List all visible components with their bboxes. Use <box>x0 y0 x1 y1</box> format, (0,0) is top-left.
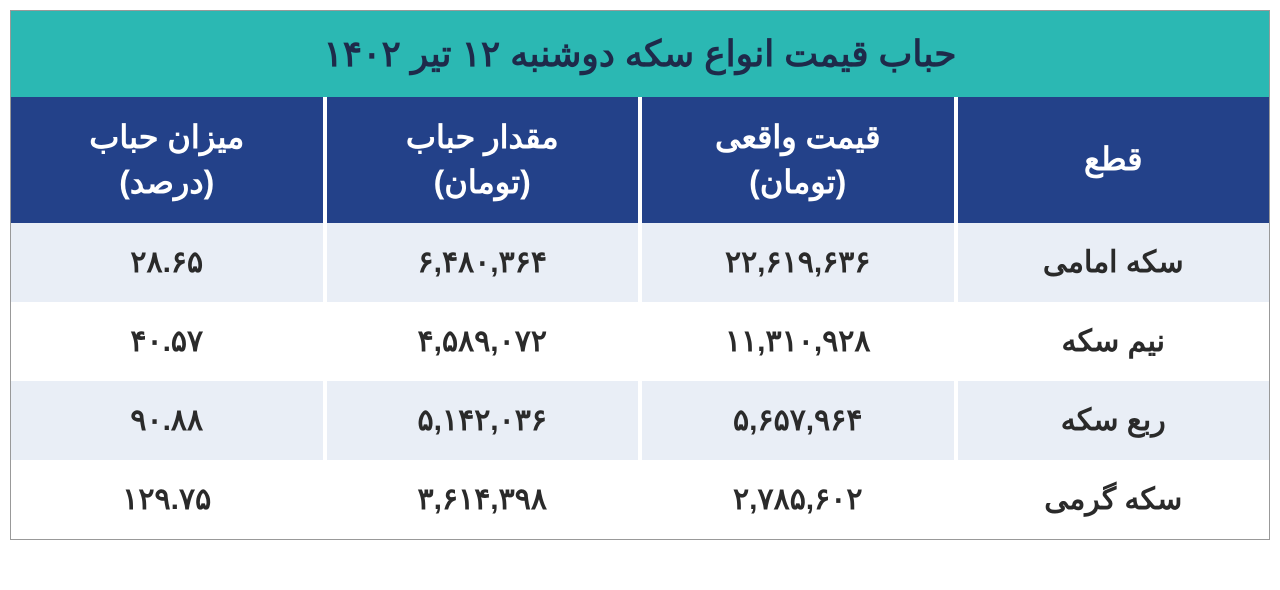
table-cell: ربع سکه <box>954 381 1270 460</box>
table-cell: ۵,۶۵۷,۹۶۴ <box>638 381 954 460</box>
table-title: حباب قیمت انواع سکه دوشنبه ۱۲ تیر ۱۴۰۲ <box>11 11 1269 97</box>
table-cell: ۹۰.۸۸ <box>11 381 323 460</box>
table-cell: ۲,۷۸۵,۶۰۲ <box>638 460 954 539</box>
table-cell: سکه گرمی <box>954 460 1270 539</box>
table-cell: ۲۲,۶۱۹,۶۳۶ <box>638 223 954 302</box>
table-cell: ۴۰.۵۷ <box>11 302 323 381</box>
table-cell: ۳,۶۱۴,۳۹۸ <box>323 460 639 539</box>
table-row: ۲۸.۶۵۶,۴۸۰,۳۶۴۲۲,۶۱۹,۶۳۶سکه امامی <box>11 223 1269 302</box>
table-body: ۲۸.۶۵۶,۴۸۰,۳۶۴۲۲,۶۱۹,۶۳۶سکه امامی۴۰.۵۷۴,… <box>11 223 1269 539</box>
table-cell: ۴,۵۸۹,۰۷۲ <box>323 302 639 381</box>
col-header-line2: (تومان) <box>749 164 846 200</box>
col-header-type: قطع <box>954 97 1270 223</box>
table-cell: ۲۸.۶۵ <box>11 223 323 302</box>
table-row: ۱۲۹.۷۵۳,۶۱۴,۳۹۸۲,۷۸۵,۶۰۲سکه گرمی <box>11 460 1269 539</box>
coin-bubble-table: حباب قیمت انواع سکه دوشنبه ۱۲ تیر ۱۴۰۲ م… <box>10 10 1270 540</box>
table-cell: ۱۱,۳۱۰,۹۲۸ <box>638 302 954 381</box>
table-cell: ۶,۴۸۰,۳۶۴ <box>323 223 639 302</box>
table-cell: ۱۲۹.۷۵ <box>11 460 323 539</box>
col-header-line1: قطع <box>1084 137 1143 182</box>
col-header-real-price: قیمت واقعی (تومان) <box>638 97 954 223</box>
col-header-line2: (تومان) <box>434 164 531 200</box>
table-title-text: حباب قیمت انواع سکه دوشنبه ۱۲ تیر ۱۴۰۲ <box>323 33 956 74</box>
table-cell: ۵,۱۴۲,۰۳۶ <box>323 381 639 460</box>
table-cell: نیم سکه <box>954 302 1270 381</box>
col-header-line1: قیمت واقعی <box>715 119 881 155</box>
table-header-row: میزان حباب (درصد) مقدار حباب (تومان) قیم… <box>11 97 1269 223</box>
col-header-bubble-amount: مقدار حباب (تومان) <box>323 97 639 223</box>
col-header-line1: میزان حباب <box>89 119 244 155</box>
col-header-line2: (درصد) <box>119 164 214 200</box>
col-header-bubble-percent: میزان حباب (درصد) <box>11 97 323 223</box>
col-header-line1: مقدار حباب <box>406 119 559 155</box>
table-row: ۹۰.۸۸۵,۱۴۲,۰۳۶۵,۶۵۷,۹۶۴ربع سکه <box>11 381 1269 460</box>
table-row: ۴۰.۵۷۴,۵۸۹,۰۷۲۱۱,۳۱۰,۹۲۸نیم سکه <box>11 302 1269 381</box>
table-cell: سکه امامی <box>954 223 1270 302</box>
